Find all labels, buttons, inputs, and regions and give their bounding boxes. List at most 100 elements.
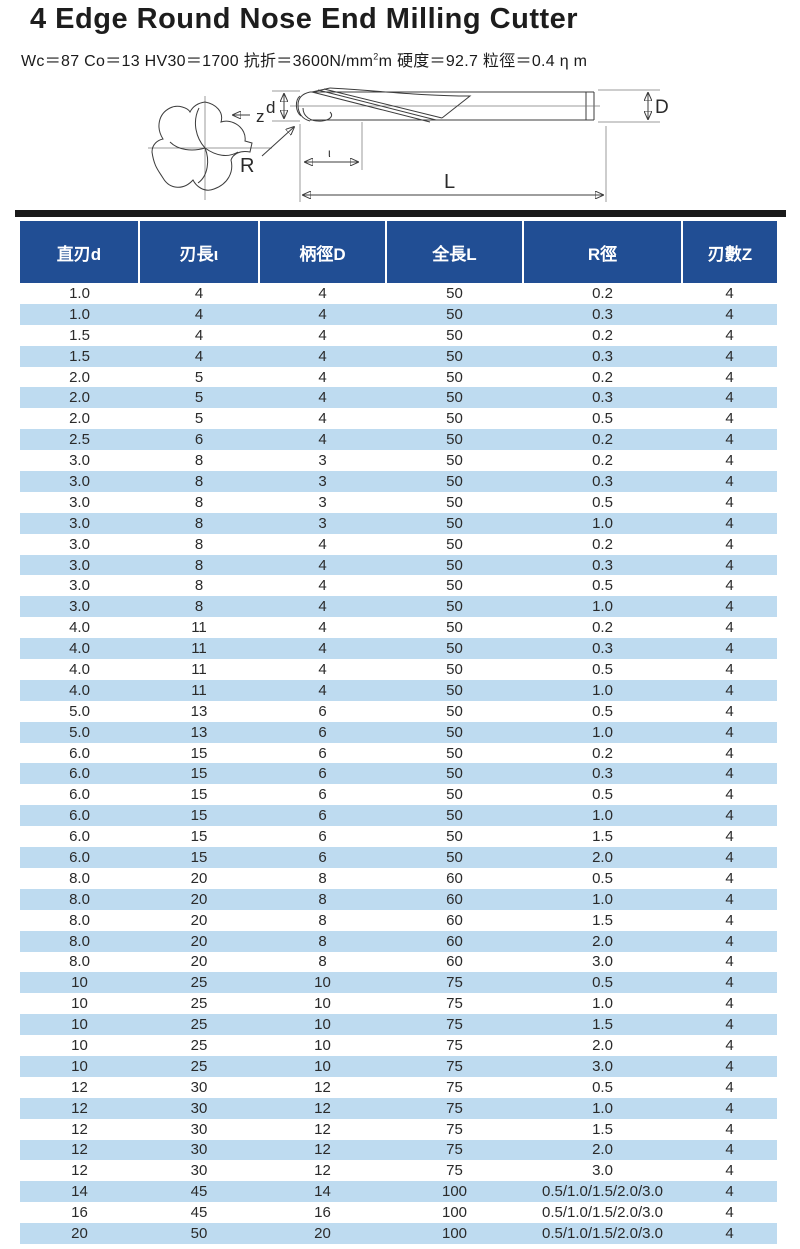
table-cell: 8 <box>194 452 204 470</box>
table-cell: 4 <box>682 387 777 409</box>
col-header-flute-count: 刃數Z <box>681 221 777 283</box>
col-header-cutting-dia: 直刃d <box>20 221 139 283</box>
table-cell: 4 <box>259 638 386 660</box>
table-cell: 50 <box>386 554 523 576</box>
table-cell: 6.0 <box>69 744 90 762</box>
table-cell: 12 <box>71 1162 88 1180</box>
table-cell: 4 <box>682 721 777 743</box>
table-cell: 3 <box>259 471 386 492</box>
table-cell: 30 <box>139 1139 259 1161</box>
table-cell: 50 <box>386 847 523 868</box>
table-cell: 100 <box>386 1223 523 1244</box>
table-cell: 75 <box>386 1097 523 1119</box>
overall-length-label: L <box>444 171 455 193</box>
table-cell: 4 <box>682 888 777 910</box>
table-row: 4.0 11 4 50 1.0 4 <box>20 679 777 701</box>
shank-diameter-label: D <box>655 97 669 118</box>
table-cell: 0.5 <box>592 786 613 804</box>
table-cell: 4 <box>725 326 734 344</box>
table-cell: 45 <box>139 1181 259 1203</box>
table-cell: 6 <box>259 805 386 827</box>
table-cell: 75 <box>446 1078 463 1096</box>
table-cell: 1.0 <box>592 995 613 1013</box>
flute-length-dimension: ι <box>305 122 363 170</box>
table-cell: 50 <box>386 596 523 618</box>
table-cell: 6.0 <box>69 786 90 804</box>
table-cell: 20 <box>259 1223 386 1244</box>
table-cell: 4 <box>725 493 734 511</box>
table-cell: 12 <box>314 1078 331 1096</box>
table-row: 1.5 4 4 50 0.2 4 <box>20 325 777 346</box>
table-cell: 1.0 <box>523 721 682 743</box>
table-cell: 0.3 <box>523 763 682 785</box>
table-cell: 4 <box>318 535 327 553</box>
table-row: 12 30 12 75 0.5 4 <box>20 1077 777 1098</box>
table-cell: 2.0 <box>592 1037 613 1054</box>
table-cell: 13 <box>190 702 208 720</box>
table-cell: 20 <box>20 1223 139 1244</box>
table-cell: 4 <box>318 284 327 302</box>
table-cell: 0.2 <box>592 452 613 470</box>
table-cell: 1.0 <box>523 1097 682 1119</box>
table-row: 3.0 8 4 50 0.2 4 <box>20 534 777 555</box>
table-row: 8.0 20 8 60 0.5 4 <box>20 868 777 889</box>
table-row: 8.0 20 8 60 2.0 4 <box>20 930 777 952</box>
table-row: 2.0 5 4 50 0.5 4 <box>20 408 777 429</box>
table-cell: 14 <box>20 1181 139 1203</box>
table-cell: 1.0 <box>523 512 682 534</box>
table-cell: 50 <box>386 638 523 660</box>
table-cell: 10 <box>259 972 386 994</box>
table-row: 3.0 8 3 50 0.2 4 <box>20 450 777 471</box>
table-cell: 4 <box>682 1223 777 1244</box>
table-cell: 4 <box>682 972 777 994</box>
table-cell: 6.0 <box>20 805 139 827</box>
table-cell: 4 <box>682 638 777 660</box>
col-header-radius: R徑 <box>522 221 682 283</box>
table-cell: 12 <box>20 1139 139 1161</box>
table-cell: 50 <box>386 345 523 367</box>
table-cell: 10 <box>259 1014 386 1036</box>
table-cell: 20 <box>190 953 208 971</box>
table-cell: 6 <box>318 786 327 804</box>
table-cell: 100 <box>441 1204 468 1222</box>
table-row: 5.0 13 6 50 0.5 4 <box>20 701 777 722</box>
table-row: 12 30 12 75 2.0 4 <box>20 1139 777 1161</box>
table-cell: 25 <box>190 995 208 1013</box>
table-cell: 4.0 <box>20 638 139 660</box>
table-cell: 0.2 <box>592 535 613 553</box>
table-cell: 4 <box>725 702 734 720</box>
table-cell: 75 <box>446 1162 463 1180</box>
table-cell: 50 <box>446 828 463 846</box>
table-cell: 50 <box>446 493 463 511</box>
table-cell: 3.0 <box>592 953 613 971</box>
table-cell: 0.5 <box>592 410 613 428</box>
table-cell: 12 <box>71 1120 88 1138</box>
table-row: 6.0 15 6 50 2.0 4 <box>20 847 777 868</box>
table-cell: 5.0 <box>20 721 139 743</box>
table-row: 3.0 8 4 50 0.5 4 <box>20 575 777 596</box>
table-cell: 50 <box>446 577 463 595</box>
table-cell: 25 <box>139 972 259 994</box>
table-cell: 8 <box>139 471 259 492</box>
table-row: 14 45 14 100 0.5/1.0/1.5/2.0/3.0 4 <box>20 1181 777 1203</box>
end-view-sketch <box>148 96 272 200</box>
table-cell: 30 <box>190 1162 208 1180</box>
table-cell: 60 <box>446 911 463 929</box>
table-cell: 50 <box>446 410 463 428</box>
table-cell: 3.0 <box>69 535 90 553</box>
table-cell: 6.0 <box>69 828 90 846</box>
table-cell: 4 <box>318 619 327 637</box>
table-cell: 15 <box>139 763 259 785</box>
table-cell: 4 <box>725 452 734 470</box>
table-cell: 50 <box>446 702 463 720</box>
table-row: 6.0 15 6 50 0.5 4 <box>20 784 777 805</box>
table-cell: 0.5/1.0/1.5/2.0/3.0 <box>523 1181 682 1203</box>
table-cell: 0.5 <box>592 493 613 511</box>
table-cell: 4 <box>682 1097 777 1119</box>
table-row: 4.0 11 4 50 0.5 4 <box>20 659 777 680</box>
table-cell: 20 <box>139 930 259 952</box>
table-cell: 4 <box>139 303 259 325</box>
table-cell: 11 <box>139 679 259 701</box>
table-cell: 50 <box>386 763 523 785</box>
table-cell: 16 <box>314 1204 331 1222</box>
